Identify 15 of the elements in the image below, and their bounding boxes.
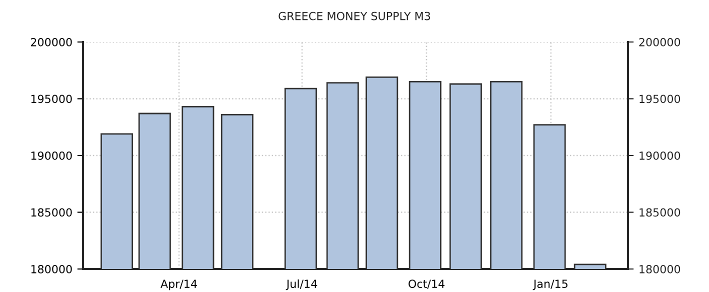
chart-title: GREECE MONEY SUPPLY M3	[278, 12, 430, 20]
x-tick-label: Jul/14	[286, 279, 318, 290]
x-tick-label: Jan/15	[532, 280, 568, 290]
x-tick-label: Apr/14	[160, 280, 197, 290]
y-tick-label: 180000	[31, 264, 72, 274]
y-tick-label: 200000	[30, 38, 72, 46]
y-tick-label: 195000	[31, 94, 72, 104]
y2-tick-label: 190000	[640, 151, 680, 160]
y2-tick-label: 195000	[640, 94, 680, 104]
y-tick-label: 190000	[31, 151, 72, 160]
y-tick-label: 185000	[31, 208, 72, 217]
y2-tick-label: 200000	[639, 38, 680, 46]
y2-tick-label: 180000	[640, 264, 680, 274]
x-tick-label: Oct/14	[408, 280, 444, 289]
y2-tick-label: 185000	[640, 208, 680, 217]
